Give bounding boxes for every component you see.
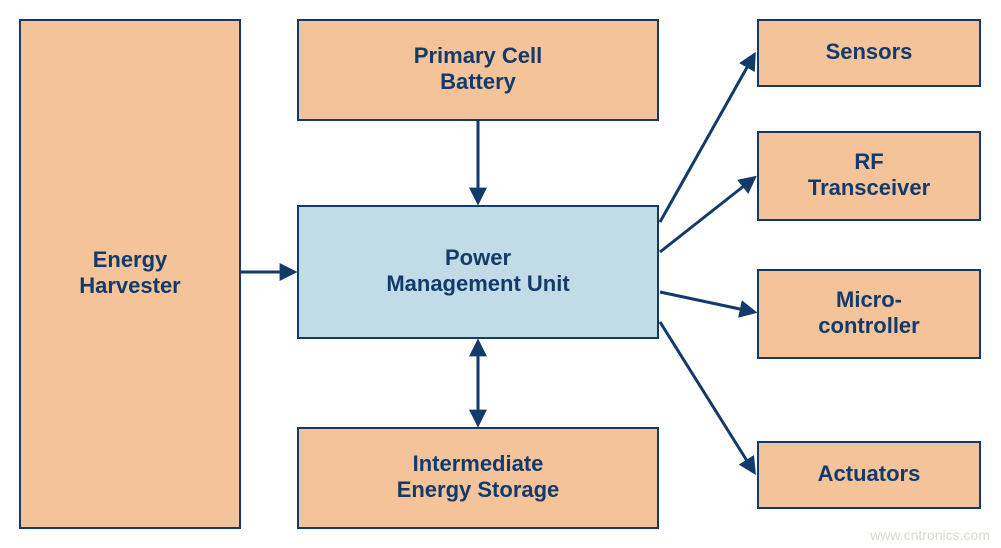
- node-primary-cell-label-1: Battery: [440, 69, 517, 94]
- node-storage: IntermediateEnergy Storage: [298, 428, 658, 528]
- node-primary-cell: Primary CellBattery: [298, 20, 658, 120]
- node-rf-label-0: RF: [854, 149, 883, 174]
- node-micro: Micro-controller: [758, 270, 980, 358]
- node-rf: RFTransceiver: [758, 132, 980, 220]
- node-storage-label-1: Energy Storage: [397, 477, 560, 502]
- node-energy-harvester: EnergyHarvester: [20, 20, 240, 528]
- node-sensors-label-0: Sensors: [826, 39, 913, 64]
- node-storage-label-0: Intermediate: [413, 451, 544, 476]
- node-pmu: PowerManagement Unit: [298, 206, 658, 338]
- node-sensors: Sensors: [758, 20, 980, 86]
- node-micro-label-1: controller: [818, 313, 920, 338]
- node-energy-harvester-label-1: Harvester: [79, 273, 181, 298]
- node-pmu-label-0: Power: [445, 245, 511, 270]
- arrow-3: [660, 55, 754, 222]
- node-pmu-label-1: Management Unit: [386, 271, 570, 296]
- node-actuators-label-0: Actuators: [818, 461, 921, 486]
- node-micro-label-0: Micro-: [836, 287, 902, 312]
- node-rf-label-1: Transceiver: [808, 175, 931, 200]
- arrow-6: [660, 322, 754, 472]
- node-primary-cell-label-0: Primary Cell: [414, 43, 542, 68]
- node-actuators: Actuators: [758, 442, 980, 508]
- arrow-5: [660, 292, 754, 312]
- watermark-text: www.cntronics.com: [869, 527, 990, 543]
- arrow-4: [660, 178, 754, 252]
- node-energy-harvester-label-0: Energy: [93, 247, 168, 272]
